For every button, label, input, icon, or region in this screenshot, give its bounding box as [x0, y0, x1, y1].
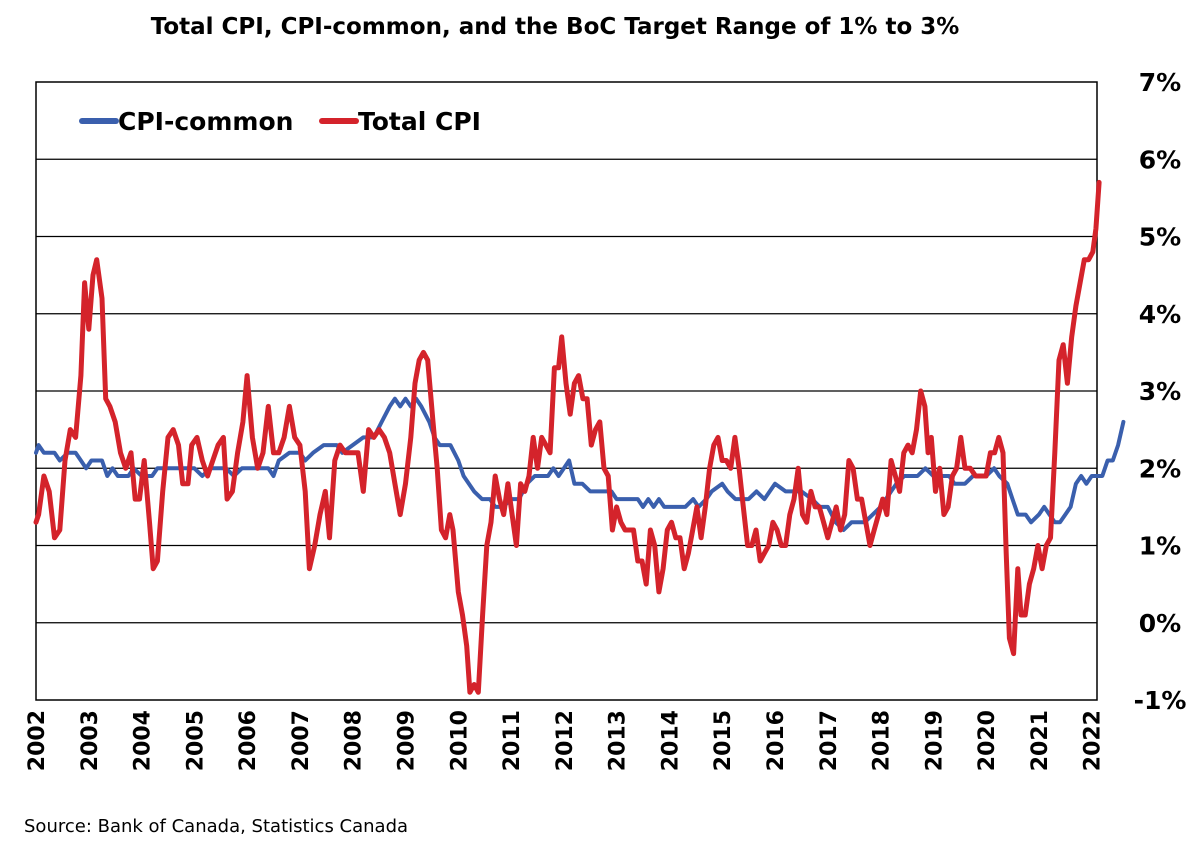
y-tick-label: 5%: [1139, 223, 1181, 252]
x-tick-label: 2004: [131, 710, 156, 771]
x-tick-label: 2020: [975, 710, 1000, 771]
legend-label: Total CPI: [358, 107, 481, 136]
x-tick-label: 2021: [1028, 710, 1053, 771]
gridlines: [36, 158, 1097, 624]
y-tick-label: -1%: [1134, 686, 1187, 715]
y-tick-label: 4%: [1139, 300, 1181, 329]
x-tick-label: 2003: [78, 710, 103, 771]
x-tick-label: 2016: [764, 710, 789, 771]
series-lines: [33, 179, 1126, 695]
legend: CPI-common Total CPI: [79, 107, 481, 136]
x-tick-label: 2017: [817, 710, 842, 771]
series-line-total-cpi: [33, 179, 1102, 695]
x-tick-label: 2010: [447, 710, 472, 771]
y-tick-label: 6%: [1139, 145, 1181, 174]
y-tick-label: 3%: [1139, 377, 1181, 406]
x-tick-label: 2014: [658, 710, 683, 771]
x-tick-label: 2013: [606, 710, 631, 771]
y-tick-label: 7%: [1139, 68, 1181, 97]
y-tick-label: 2%: [1139, 454, 1181, 483]
y-axis-tick-labels: -1% 0% 1% 2% 3% 4% 5% 6% 7%: [1134, 68, 1187, 715]
x-tick-label: 2008: [342, 710, 367, 771]
x-tick-label: 2006: [236, 710, 261, 771]
x-tick-label: 2012: [553, 710, 578, 771]
source-note: Source: Bank of Canada, Statistics Canad…: [24, 816, 409, 837]
y-tick-label: 1%: [1139, 532, 1181, 561]
x-axis-tick-labels: 2002 2003 2004 2005 2006 2007 2008 2009 2010 2011…: [25, 710, 1106, 771]
series-line-cpi-common: [34, 396, 1126, 532]
x-tick-label: 2019: [922, 710, 947, 771]
y-tick-label: 0%: [1139, 609, 1181, 638]
x-tick-label: 2011: [500, 710, 525, 771]
chart-title: Total CPI, CPI-common, and the BoC Targe…: [150, 14, 960, 40]
x-tick-label: 2015: [711, 710, 736, 771]
x-tick-label: 2005: [183, 710, 208, 771]
x-tick-label: 2007: [289, 710, 314, 771]
legend-label: CPI-common: [118, 107, 293, 136]
x-tick-label: 2022: [1081, 710, 1106, 771]
x-tick-label: 2018: [870, 710, 895, 771]
x-tick-label: 2002: [25, 710, 50, 771]
x-tick-label: 2009: [395, 710, 420, 771]
